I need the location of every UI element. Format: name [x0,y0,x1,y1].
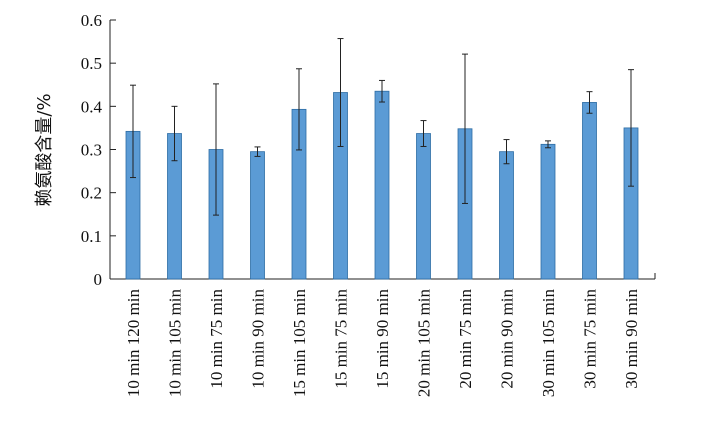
bar [540,143,556,280]
x-tick-label: 15 min 90 min [373,289,392,389]
x-axis-tick-labels: 10 min 120 min 10 min 105 min 10 min 75 mi… [124,289,641,398]
x-tick-label: 20 min 105 min [415,289,434,398]
y-tick-label: 0.2 [81,184,102,203]
bar [582,102,597,280]
x-tick-label: 10 min 90 min [249,289,268,389]
x-tick-label: 15 min 105 min [290,289,309,398]
bar-series [125,90,639,280]
y-tick-label: 0 [94,270,103,289]
x-tick-label: 30 min 105 min [539,289,558,398]
x-tick-label: 10 min 105 min [166,289,185,398]
bar [374,90,390,280]
y-tick-label: 0.4 [81,97,103,116]
y-tick-label: 0.5 [81,54,102,73]
bar [499,151,514,280]
error-bars [130,38,634,216]
y-tick-label: 0.6 [81,11,102,30]
y-tick-label: 0.1 [81,227,102,246]
y-axis-label: 赖氨酸含量/% [34,93,55,206]
x-tick-label: 15 min 75 min [332,289,351,389]
bar [416,133,431,280]
x-tick-label: 10 min 75 min [207,289,226,389]
x-tick-label: 20 min 90 min [498,289,517,389]
x-tick-label: 20 min 75 min [456,289,475,389]
y-tick-label: 0.3 [81,141,102,160]
y-axis-ticks: 0 0.1 0.2 0.3 0.4 0.5 0.6 [81,11,116,289]
x-tick-label: 30 min 75 min [581,289,600,389]
bar [250,151,265,280]
x-tick-label: 10 min 120 min [124,289,143,398]
x-tick-label: 30 min 90 min [622,289,641,389]
